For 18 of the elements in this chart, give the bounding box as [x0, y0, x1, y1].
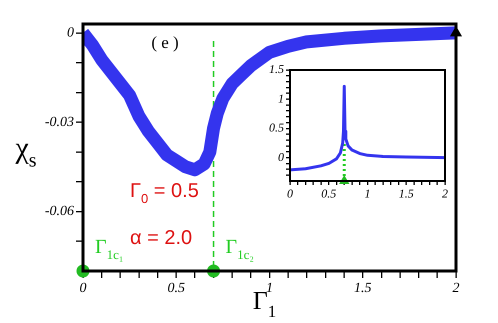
x-tick-label: 1 [364, 186, 370, 200]
y-tick-label: 0 [278, 150, 284, 164]
x-tick-label: 0 [287, 186, 293, 200]
annotation: α = 2.0 [130, 227, 192, 249]
y-tick-label: -0.03 [44, 114, 74, 130]
y-tick-label: 0.5 [269, 120, 284, 135]
y-tick-label: 0 [67, 26, 74, 41]
y-tick-label: -0.06 [44, 204, 74, 220]
x-tick-label: 0 [80, 281, 86, 296]
y-tick-label: 1.5 [269, 62, 284, 76]
x-tick-label: 1.5 [398, 186, 414, 200]
x-tick-label: 1.5 [354, 281, 372, 296]
y-tick-label: 1 [278, 91, 284, 106]
x-tick-label: 0.5 [168, 281, 185, 296]
x-tick-label: 2 [452, 281, 460, 296]
x-tick-label: 2 [442, 186, 448, 200]
annotation: ( e ) [151, 33, 179, 52]
x-tick-label: 0.5 [321, 186, 336, 200]
